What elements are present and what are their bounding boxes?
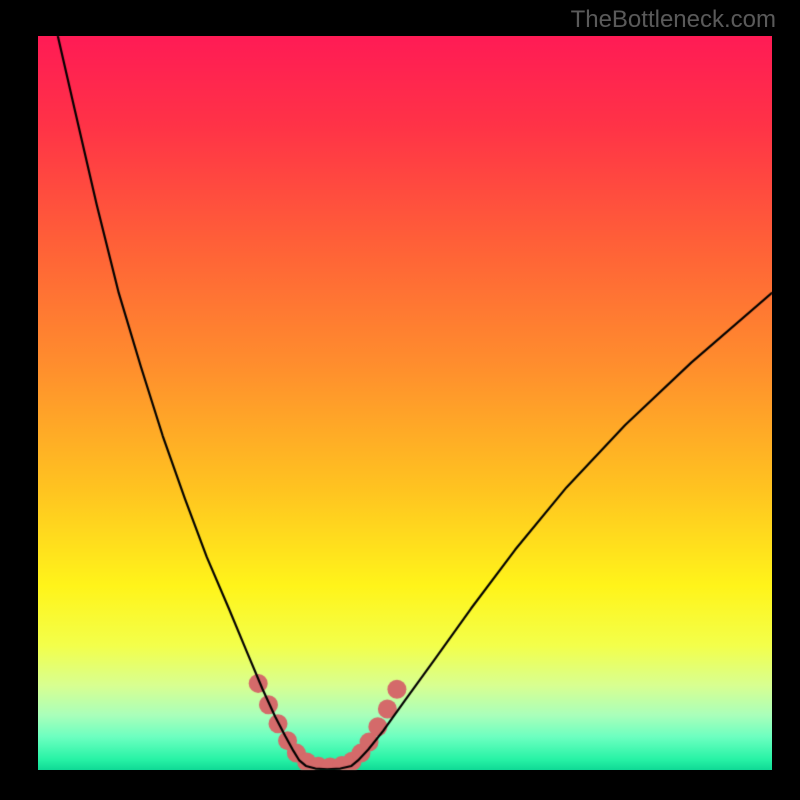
watermark-text: TheBottleneck.com xyxy=(571,6,776,34)
chart-stage: TheBottleneck.com xyxy=(0,0,800,800)
chart-canvas xyxy=(0,0,800,800)
